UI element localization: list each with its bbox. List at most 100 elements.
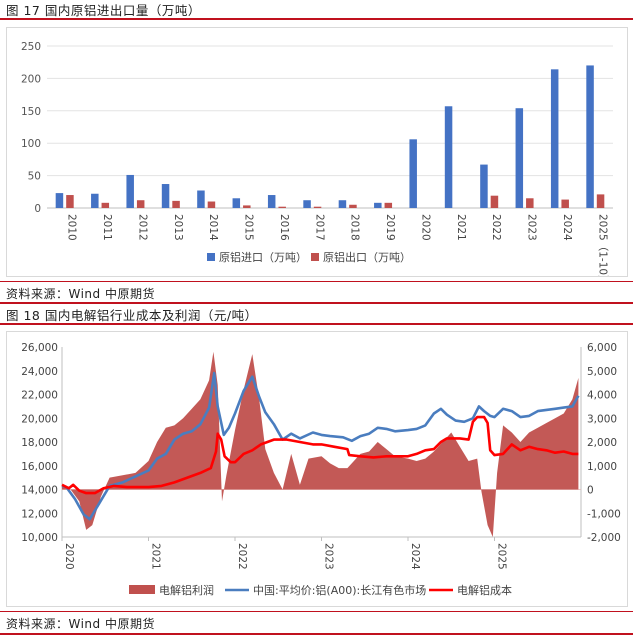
y-tick-label: 200 [21, 73, 41, 85]
x-tick-label: 2011 [101, 214, 113, 241]
x-tick-label: 2024 [561, 214, 573, 241]
left-tick-label: 26,000 [21, 342, 58, 354]
x-tick-label: 2016 [278, 214, 290, 241]
legend-swatch-profit [129, 585, 155, 594]
bar [55, 193, 64, 208]
left-tick-label: 16,000 [21, 461, 58, 473]
bar [232, 198, 241, 208]
right-tick-label: -1,000 [587, 508, 621, 520]
legend-swatch [207, 253, 215, 261]
x-tick-label: 2025 [496, 543, 508, 570]
y-tick-label: 100 [21, 138, 41, 150]
left-tick-label: 12,000 [21, 508, 58, 520]
bar [526, 198, 534, 208]
source-rule-top [0, 281, 633, 282]
bar [161, 184, 170, 208]
figure-17-source: 资料来源：Wind 中原期货 [6, 287, 155, 301]
right-tick-label: 2,000 [587, 437, 617, 449]
right-tick-label: 3,000 [587, 413, 617, 425]
y-tick-label: 150 [21, 106, 41, 118]
bar [480, 164, 488, 208]
left-tick-label: 14,000 [21, 485, 58, 497]
right-tick-label: 0 [587, 485, 594, 497]
bar [596, 194, 605, 208]
title-rule-2 [0, 323, 633, 325]
bar [126, 174, 134, 208]
legend-label: 电解铝成本 [457, 583, 512, 597]
bar [172, 200, 180, 208]
bar [267, 195, 276, 208]
x-tick-label: 2017 [313, 214, 325, 241]
title-rule [0, 18, 633, 20]
bar [409, 139, 417, 208]
bar [303, 200, 311, 208]
import-export-chart-frame: 0 50 100 150 200 250 2010 2011 2012 2013 2014 2015 2… [6, 27, 628, 286]
bar [586, 65, 594, 208]
bar [66, 195, 74, 208]
bar [374, 202, 382, 208]
bar [349, 204, 357, 208]
legend-label: 中国:平均价:铝(A00):长江有色市场 [253, 583, 426, 597]
x-tick-label: 2013 [172, 214, 184, 241]
left-tick-label: 22,000 [21, 390, 58, 402]
bar [101, 202, 110, 208]
x-tick-label: 2018 [349, 214, 361, 241]
bar [278, 206, 286, 208]
figure-18-title: 图 18 国内电解铝行业成本及利润（元/吨） [6, 308, 258, 323]
source-rule-bottom-2 [0, 633, 633, 635]
legend-label: 原铝出口（万吨） [323, 250, 411, 264]
bar [550, 69, 559, 208]
profit-area [62, 351, 579, 537]
left-tick-label: 24,000 [21, 366, 58, 378]
right-tick-label: 5,000 [587, 366, 617, 378]
x-tick-label: 2014 [207, 214, 219, 241]
bar [91, 193, 99, 208]
x-tick-label: 2024 [409, 543, 421, 570]
y-tick-label: 0 [34, 203, 41, 215]
x-tick-label: 2019 [384, 214, 396, 241]
y-tick-label: 50 [28, 171, 41, 183]
right-tick-label: 4,000 [587, 390, 617, 402]
left-tick-label: 18,000 [21, 437, 58, 449]
x-tick-label: 2015 [243, 214, 255, 241]
figure-17-title: 图 17 国内原铝进出口量（万吨） [6, 3, 201, 18]
bar [515, 108, 524, 208]
cost-line [61, 415, 579, 495]
price-line [61, 371, 580, 521]
bar [313, 206, 322, 208]
legend-label: 原铝进口（万吨） [219, 250, 307, 264]
x-tick-label: 2022 [236, 543, 248, 570]
bar [561, 199, 569, 208]
x-tick-label: 2025（1-10） [596, 214, 608, 276]
bar [444, 106, 453, 208]
source-rule-bottom [0, 302, 633, 304]
source-rule-top-2 [0, 611, 633, 612]
x-tick-label: 2021 [150, 543, 162, 570]
bar [384, 202, 393, 208]
bar [197, 190, 205, 208]
bar [136, 200, 145, 208]
right-tick-label: -2,000 [587, 532, 621, 544]
left-tick-label: 20,000 [21, 413, 58, 425]
bar [338, 200, 347, 208]
legend-swatch [311, 253, 319, 261]
y-tick-label: 250 [21, 41, 41, 53]
right-tick-label: 6,000 [587, 342, 617, 354]
x-tick-label: 2020 [419, 214, 431, 241]
x-tick-label: 2010 [66, 214, 78, 241]
x-tick-label: 2023 [323, 543, 335, 570]
figure-18-source: 资料来源：Wind 中原期货 [6, 617, 155, 631]
x-tick-label: 2021 [455, 214, 467, 241]
right-tick-label: 1,000 [587, 461, 617, 473]
x-tick-label: 2022 [490, 214, 502, 241]
x-tick-label: 2020 [63, 543, 75, 570]
bar [490, 195, 499, 208]
bar [243, 205, 251, 208]
x-tick-label: 2012 [136, 214, 148, 241]
left-tick-label: 10,000 [21, 532, 58, 544]
cost-profit-chart-frame: 10,000 12,000 14,000 16,000 18,000 20,000 22,0… [6, 331, 628, 607]
cost-profit-chart: 10,000 12,000 14,000 16,000 18,000 20,000 22,0… [21, 342, 621, 597]
bar [207, 201, 216, 208]
import-export-bar-chart: 0 50 100 150 200 250 2010 2011 2012 2013 2014 2015 2… [21, 41, 613, 286]
x-tick-label: 2023 [526, 214, 538, 241]
